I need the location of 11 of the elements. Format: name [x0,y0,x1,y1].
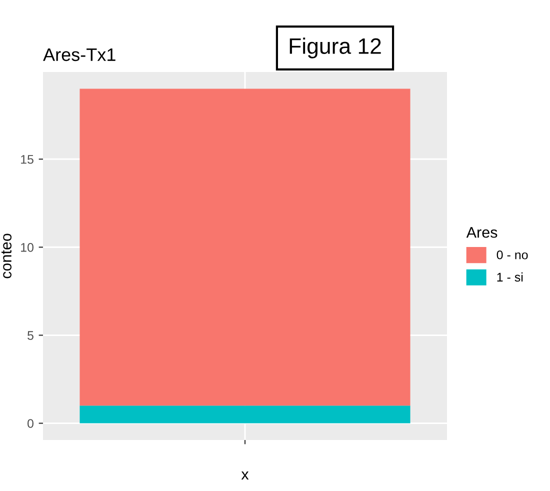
legend-title: Ares [466,227,498,238]
y-tick-label: 15 [21,155,34,164]
legend-label: 0 - no [496,250,528,260]
text: Figura 12 [290,38,381,58]
x-axis-title: x [241,471,249,480]
y-tick-label: 5 [28,331,34,340]
y-tick-label: 10 [21,242,34,252]
y-axis-title: conteo [1,234,12,278]
legend-label: 1 - si [497,272,523,282]
y-tick-label: 0 [28,419,34,428]
chart-title: Ares-Tx1 [43,48,116,62]
